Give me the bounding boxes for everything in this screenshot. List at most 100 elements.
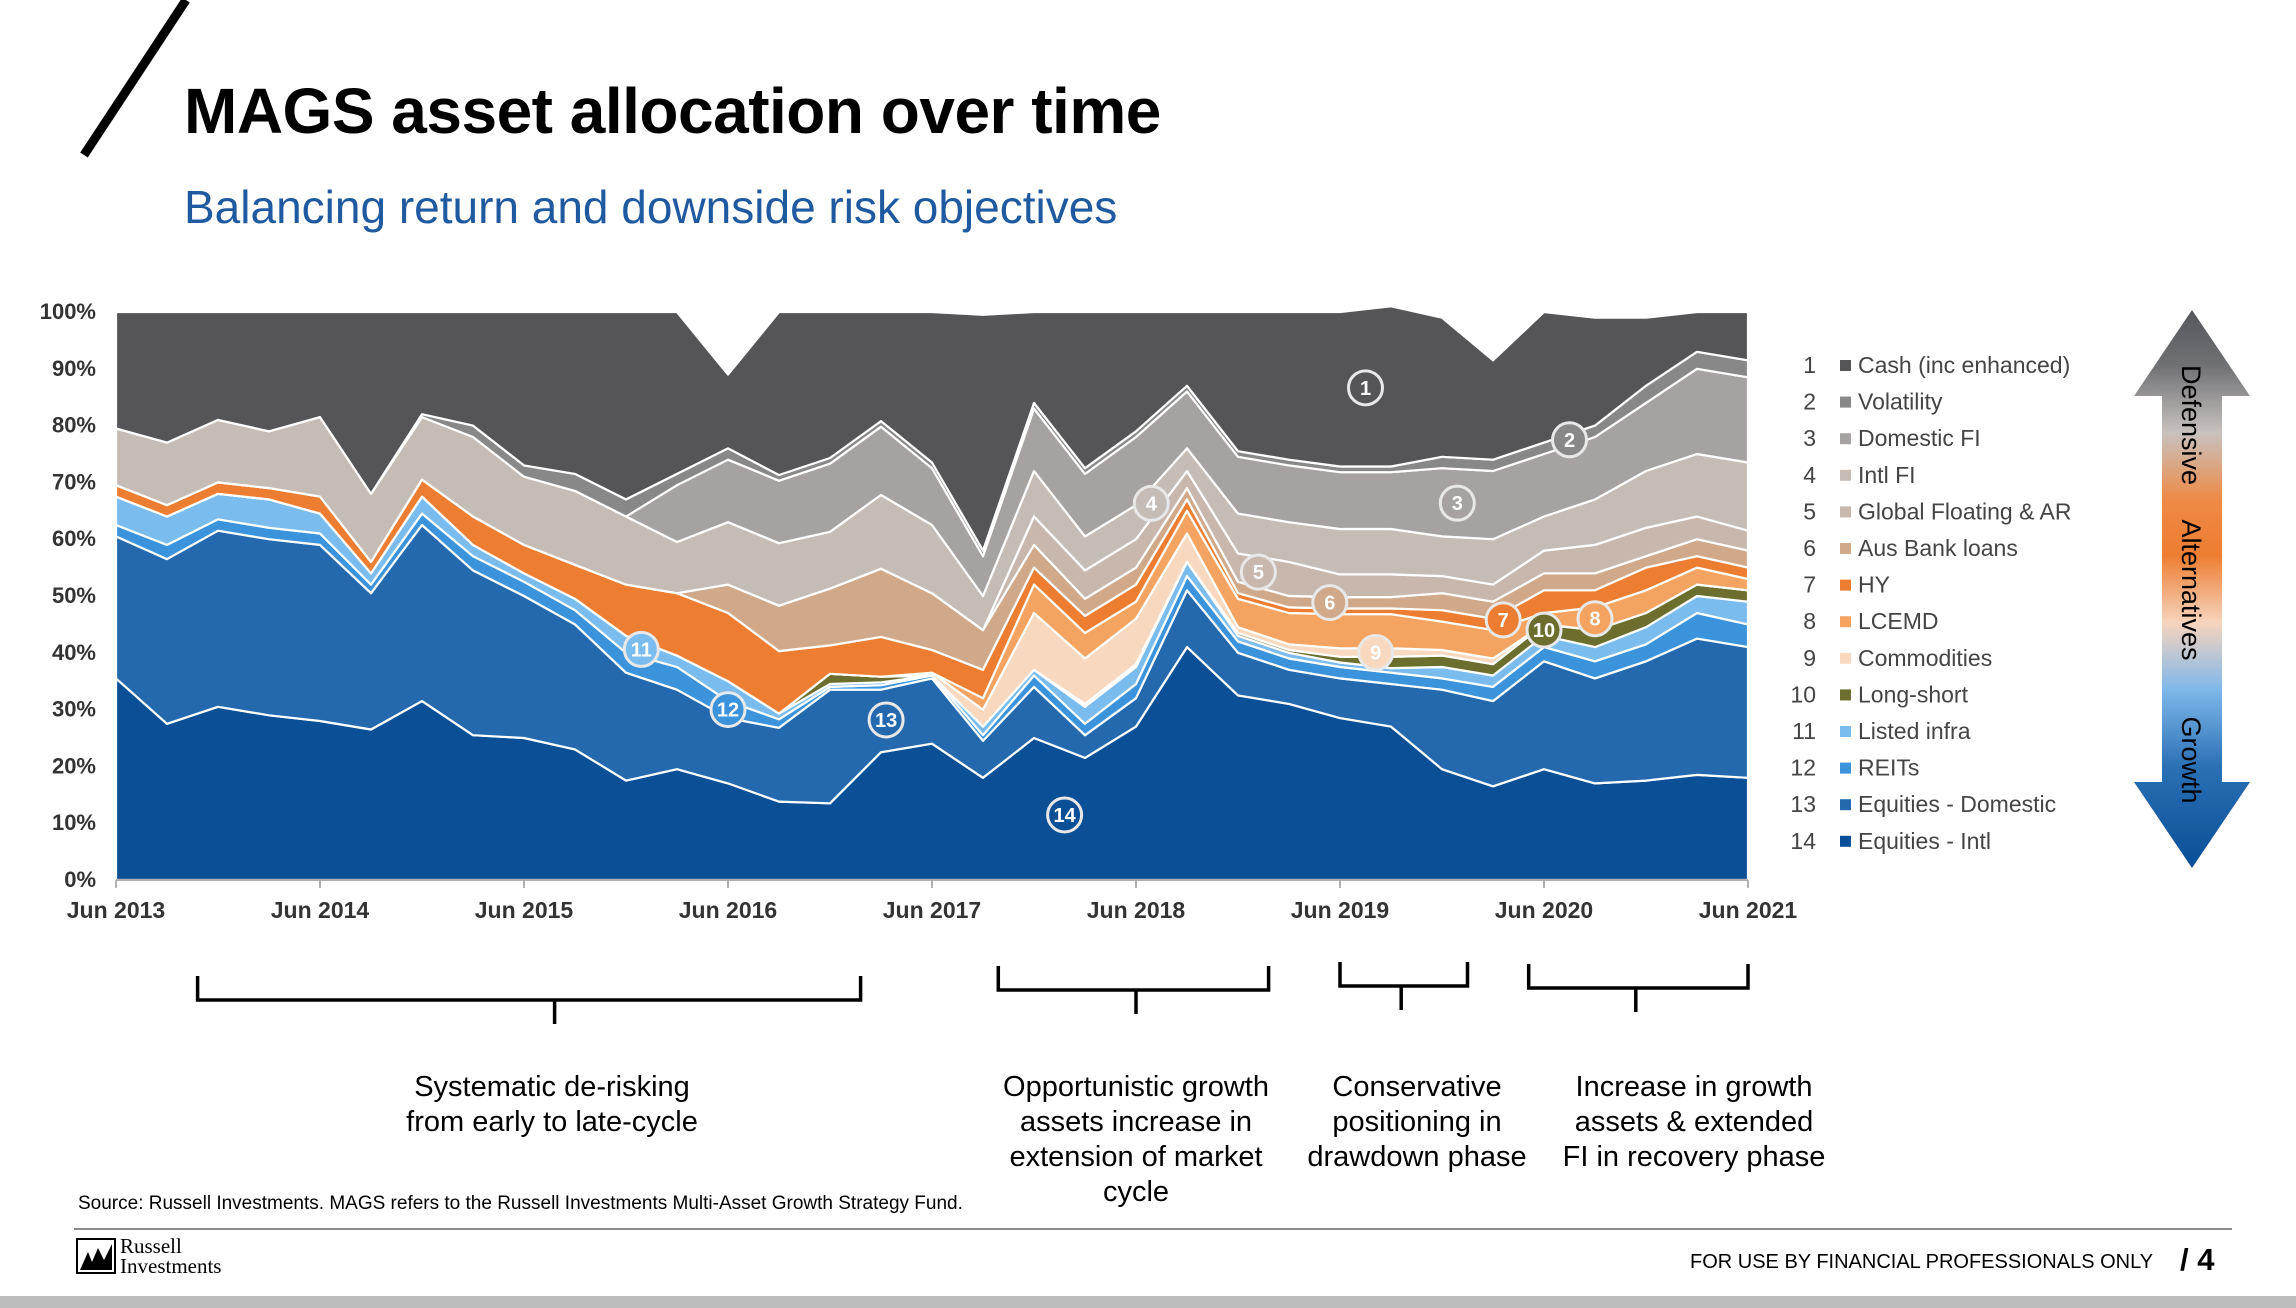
legend-number: 13 [1790, 791, 1816, 817]
legend-swatch [1840, 469, 1851, 481]
legend-number: 9 [1803, 645, 1816, 671]
series-marker-label: 6 [1324, 593, 1335, 615]
x-tick-label: Jun 2015 [475, 897, 574, 923]
legend-label: Equities - Intl [1858, 828, 1991, 854]
series-marker-label: 4 [1146, 493, 1158, 515]
legend-label: Cash (inc enhanced) [1858, 352, 2070, 378]
legend-number: 4 [1803, 462, 1816, 488]
legend-label: Global Floating & AR [1858, 498, 2072, 524]
series-marker-7 [1484, 601, 1522, 639]
series-marker-label: 11 [631, 639, 652, 661]
series-marker-label: 7 [1498, 610, 1509, 632]
y-tick-label: 50% [52, 583, 96, 608]
legend-swatch [1840, 396, 1851, 408]
annotation-systematic-de-risking: Systematic de-risking from early to late-… [406, 1071, 698, 1138]
legend-label: Equities - Domestic [1858, 791, 2056, 817]
y-tick-label: 80% [52, 413, 96, 438]
legend-label: Volatility [1858, 389, 1943, 415]
series-marker-8 [1576, 600, 1614, 638]
source-note: Source: Russell Investments. MAGS refers… [78, 1193, 963, 1214]
legend-swatch [1840, 762, 1851, 774]
series-marker-2 [1551, 421, 1588, 459]
legend-number: 10 [1790, 681, 1816, 707]
legend-number: 2 [1803, 389, 1816, 415]
series-marker-label: 5 [1253, 562, 1264, 584]
legend-number: 7 [1803, 572, 1816, 598]
series-marker-6 [1311, 584, 1349, 622]
disclaimer-text: FOR USE BY FINANCIAL PROFESSIONALS ONLY [1690, 1251, 2154, 1273]
area-cash-inc-enhanced- [114, 305, 1750, 552]
x-tick-label: Jun 2021 [1699, 897, 1798, 923]
series-marker-10 [1525, 611, 1563, 649]
legend-swatch [1840, 689, 1851, 701]
legend-label: Domestic FI [1858, 425, 1981, 451]
x-tick-label: Jun 2019 [1291, 897, 1389, 923]
period-bracket-4 [1526, 964, 1750, 1012]
series-marker-11 [622, 630, 660, 668]
series-marker-1 [1347, 369, 1384, 407]
series-marker-label: 13 [875, 710, 897, 732]
x-tick-label: Jun 2017 [883, 897, 981, 923]
allocation-area-chart: 0% 10% 20% 30% 40% 50% 60% 70% 80% 90% 100% Jun 201… [40, 299, 2250, 1024]
decorative-slash-icon [80, 0, 190, 158]
legend-label: Long-short [1858, 681, 1969, 707]
series-marker-5 [1239, 553, 1277, 591]
legend-number: 11 [1792, 718, 1816, 744]
page-subtitle: Balancing return and downside risk objec… [184, 181, 1118, 233]
company-logo-text: Russell Investments [120, 1234, 222, 1278]
y-tick-label: 20% [52, 753, 96, 778]
legend-label: Commodities [1858, 645, 1992, 671]
legend-number: 8 [1803, 608, 1816, 634]
series-marker-12 [709, 691, 747, 729]
series-marker-label: 3 [1452, 493, 1463, 515]
legend-swatch [1840, 726, 1851, 737]
x-tick-label: Jun 2013 [67, 897, 165, 923]
y-tick-label: 10% [52, 810, 96, 835]
series-marker-label: 9 [1370, 643, 1381, 665]
legend-swatch [1840, 799, 1851, 811]
series-marker-9 [1357, 634, 1395, 672]
y-tick-label: 70% [52, 469, 96, 494]
series-marker-14 [1046, 796, 1084, 834]
annotation-opportunistic-growth: Opportunistic growth assets increase in e… [1003, 1071, 1269, 1208]
legend-swatch [1840, 652, 1851, 664]
series-marker-13 [867, 701, 905, 739]
arrow-label-alternatives: Alternatives [2176, 519, 2206, 660]
legend-number: 5 [1803, 498, 1816, 524]
footer-divider [74, 1228, 2232, 1230]
page-title: MAGS asset allocation over time [184, 75, 1161, 147]
series-marker-4 [1132, 484, 1170, 522]
legend-swatch [1840, 579, 1851, 591]
legend-number: 1 [1803, 352, 1816, 378]
legend-swatch [1840, 360, 1851, 371]
annotation-conservative-positioning: Conservative positioning in drawdown phas… [1307, 1071, 1527, 1173]
arrow-label-defensive: Defensive [2176, 365, 2206, 485]
series-marker-3 [1438, 484, 1476, 522]
y-tick-label: 30% [52, 697, 96, 722]
legend-label: LCEMD [1858, 608, 1939, 634]
x-tick-label: Jun 2016 [679, 897, 777, 923]
y-tick-label: 90% [52, 356, 96, 381]
legend-label: Intl FI [1858, 462, 1916, 488]
annotation-recovery-phase: Increase in growth assets & extended FI i… [1562, 1071, 1826, 1173]
legend-swatch [1840, 506, 1851, 518]
legend-number: 12 [1790, 755, 1816, 781]
legend-label: REITs [1858, 755, 1919, 781]
series-marker-label: 12 [717, 700, 739, 722]
period-bracket-3 [1338, 962, 1470, 1010]
y-tick-label: 40% [52, 640, 96, 665]
defensive-growth-gradient-arrow [2134, 310, 2250, 868]
legend-number: 14 [1790, 828, 1816, 854]
legend-swatch [1840, 433, 1851, 445]
period-bracket-2 [996, 966, 1271, 1014]
bottom-bar [0, 1296, 2296, 1308]
legend-swatch [1840, 543, 1851, 554]
series-marker-label: 2 [1564, 430, 1575, 452]
arrow-label-growth: Growth [2176, 716, 2206, 803]
x-tick-label: Jun 2020 [1495, 897, 1593, 923]
x-tick-label: Jun 2014 [271, 897, 370, 923]
y-tick-label: 60% [52, 526, 96, 551]
x-tick-label: Jun 2018 [1087, 897, 1186, 923]
series-marker-label: 14 [1053, 805, 1076, 827]
y-tick-label: 0% [64, 867, 96, 892]
